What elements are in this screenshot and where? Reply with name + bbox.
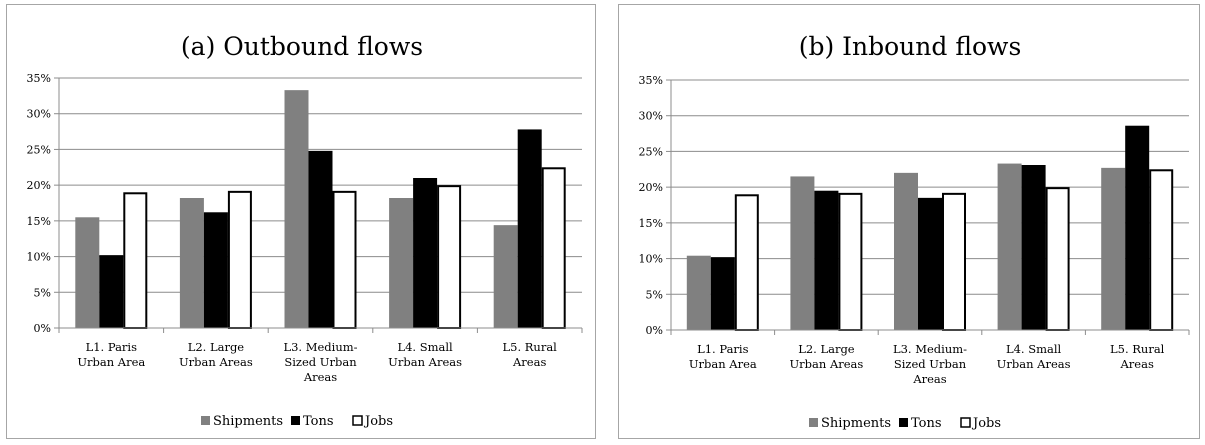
y-tick-label: 15%: [27, 215, 51, 228]
outbound-flows-svg: (a) Outbound flows 0% 5% 10% 15% 20% 25% 30% 35…: [27, 32, 583, 429]
bar-tons: [1021, 165, 1046, 330]
x-category-label: L1. Paris: [697, 342, 749, 356]
x-category-label: L3. Medium-: [283, 340, 357, 354]
x-category-label: L2. Large: [188, 340, 245, 354]
bar-shipments: [997, 163, 1022, 330]
legend-swatch-jobs: [960, 417, 971, 428]
bar-shipments: [894, 172, 918, 330]
legend-label-jobs: Jobs: [363, 414, 393, 429]
bar-jobs: [734, 194, 759, 331]
bar-tons: [918, 197, 942, 330]
x-category-label: Sized Urban: [894, 357, 967, 371]
x-category-label: Areas: [1120, 357, 1154, 371]
x-category-label: Urban Area: [689, 357, 757, 371]
chart-title: (b) Inbound flows: [799, 32, 1022, 61]
bar-tons: [814, 190, 839, 330]
x-category-label: L5. Rural: [1110, 342, 1165, 356]
y-tick-label: 5%: [34, 286, 51, 299]
y-tick-label: 0%: [646, 324, 663, 337]
y-tick-label: 30%: [27, 108, 51, 121]
x-category-label: Urban Areas: [388, 355, 462, 369]
y-tick-label: 35%: [639, 74, 663, 87]
bar-tons: [413, 178, 438, 328]
x-category-label: L3. Medium-: [893, 342, 967, 356]
y-tick-label: 20%: [639, 181, 663, 194]
legend-label-tons: Tons: [303, 414, 334, 429]
x-category-label: Areas: [512, 355, 546, 369]
x-category-label: Urban Areas: [997, 357, 1071, 371]
legend-swatch-tons: [291, 416, 300, 425]
bar-shipments: [389, 198, 414, 328]
x-category-label: Areas: [912, 372, 946, 386]
bar-jobs: [123, 192, 148, 329]
x-category-label: L2. Large: [798, 342, 855, 356]
x-category-label: L1. Paris: [86, 340, 138, 354]
y-tick-label: 25%: [639, 145, 663, 158]
x-category-label: Sized Urban: [284, 355, 357, 369]
x-category-label: Areas: [303, 370, 337, 384]
bar-shipments: [493, 225, 518, 328]
bar-jobs: [437, 185, 462, 329]
y-tick-label: 20%: [27, 179, 51, 192]
bar-shipments: [686, 255, 711, 330]
bar-tons: [1125, 125, 1150, 330]
inbound-flows-chart: (b) Inbound flows 0% 5% 10% 15% 20% 25% 30% 35%…: [618, 4, 1200, 439]
legend-label-tons: Tons: [911, 416, 942, 431]
bar-tons: [99, 255, 124, 328]
legend-label-jobs: Jobs: [971, 416, 1001, 431]
bar-jobs: [838, 192, 863, 331]
bar-jobs: [541, 167, 566, 329]
bar-shipments: [284, 90, 309, 329]
y-tick-label: 10%: [639, 253, 663, 266]
y-tick-label: 0%: [34, 322, 51, 335]
bar-jobs: [942, 192, 966, 331]
bar-tons: [203, 212, 228, 328]
bar-tons: [710, 257, 735, 330]
y-tick-label: 5%: [646, 288, 663, 301]
bar-jobs: [1045, 187, 1070, 331]
bar-shipments: [179, 198, 204, 328]
bar-tons: [517, 129, 542, 328]
legend-label-shipments: Shipments: [821, 416, 891, 431]
legend-swatch-tons: [899, 418, 908, 427]
x-category-label: Urban Areas: [179, 355, 253, 369]
x-category-label: Urban Areas: [789, 357, 863, 371]
legend-label-shipments: Shipments: [213, 414, 283, 429]
legend-swatch-shipments: [201, 416, 210, 425]
y-tick-label: 25%: [27, 143, 51, 156]
y-tick-label: 15%: [639, 217, 663, 230]
bar-shipments: [75, 217, 100, 328]
bar-shipments: [790, 176, 815, 330]
x-category-label: L5. Rural: [503, 340, 558, 354]
y-tick-label: 35%: [27, 72, 51, 85]
inbound-flows-svg: (b) Inbound flows 0% 5% 10% 15% 20% 25% 30% 35%…: [639, 32, 1190, 431]
x-category-label: L4. Small: [397, 340, 453, 354]
x-category-label: Urban Area: [77, 355, 145, 369]
legend-swatch-shipments: [809, 418, 818, 427]
bar-tons: [308, 150, 333, 328]
x-category-label: L4. Small: [1006, 342, 1062, 356]
legend-swatch-jobs: [352, 415, 363, 426]
bar-jobs: [332, 190, 357, 329]
chart-title: (a) Outbound flows: [181, 32, 423, 61]
y-tick-label: 30%: [639, 110, 663, 123]
y-tick-label: 10%: [27, 251, 51, 264]
outbound-flows-chart: (a) Outbound flows 0% 5% 10% 15% 20% 25% 30% 35…: [6, 4, 596, 439]
bar-shipments: [1101, 167, 1126, 330]
bar-jobs: [227, 190, 252, 329]
bar-jobs: [1149, 169, 1174, 331]
